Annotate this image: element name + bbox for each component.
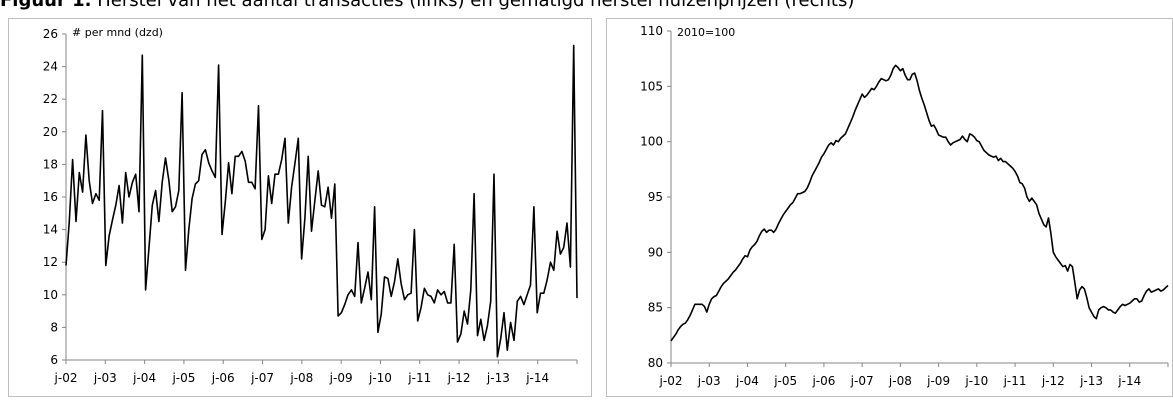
transactions-chart-panel: 6 8 10 12 14 16 18 20 22 24 26 j-02 j-03 j-04 j-05 j-0… xyxy=(8,18,592,397)
transactions-series-line xyxy=(65,44,578,358)
figure-caption: Figuur 1. Herstel van het aantal transac… xyxy=(0,0,1173,11)
x-tick-label: j-02 xyxy=(659,374,683,388)
x-tick-label: j-05 xyxy=(171,371,195,385)
x-tick-label: j-03 xyxy=(697,374,721,388)
y-tick-label: 26 xyxy=(43,27,58,41)
x-tick-label: j-02 xyxy=(54,371,78,385)
x-tick-label: j-12 xyxy=(1041,374,1065,388)
house-price-chart-panel: 80 85 90 95 100 105 110 j-02 j-03 j-04 j-05 j-06 j-… xyxy=(606,18,1173,397)
y-tick-label: 24 xyxy=(43,60,58,74)
x-tick-label: j-08 xyxy=(289,371,313,385)
x-tick-label: j-13 xyxy=(1079,374,1103,388)
y-tick-label: 8 xyxy=(50,320,58,334)
y-tick-label: 22 xyxy=(43,92,58,106)
y-tick-label: 18 xyxy=(43,157,58,171)
y-tick-label: 20 xyxy=(43,125,58,139)
x-tick-label: j-11 xyxy=(407,371,431,385)
x-tick-label: j-06 xyxy=(211,371,235,385)
x-tick-label: j-07 xyxy=(250,371,274,385)
y-tick-label: 16 xyxy=(43,190,58,204)
y-tick-label: 90 xyxy=(648,245,663,259)
x-tick-label: j-04 xyxy=(132,371,156,385)
x-tick-label: j-06 xyxy=(811,374,835,388)
x-tick-label: j-09 xyxy=(329,371,353,385)
transactions-unit-label: # per mnd (dzd) xyxy=(72,26,163,39)
y-tick-label: 85 xyxy=(648,301,663,315)
house-price-unit-label: 2010=100 xyxy=(677,26,735,39)
house-price-series-line xyxy=(670,64,1169,342)
x-tick-label: j-13 xyxy=(486,371,510,385)
x-tick-label: j-05 xyxy=(773,374,797,388)
x-tick-label: j-12 xyxy=(447,371,471,385)
y-tick-label: 100 xyxy=(640,135,663,149)
figure-caption-text: Herstel van het aantal transacties (link… xyxy=(97,0,855,11)
y-tick-label: 95 xyxy=(648,190,663,204)
x-tick-label: j-08 xyxy=(888,374,912,388)
y-tick-label: 10 xyxy=(43,288,58,302)
x-tick-label: j-14 xyxy=(1117,374,1141,388)
y-tick-label: 6 xyxy=(50,353,58,367)
x-tick-label: j-07 xyxy=(850,374,874,388)
x-tick-label: j-09 xyxy=(926,374,950,388)
y-tick-label: 80 xyxy=(648,356,663,370)
x-tick-label: j-04 xyxy=(735,374,759,388)
y-tick-label: 12 xyxy=(43,255,58,269)
y-tick-label: 110 xyxy=(640,24,663,38)
x-tick-label: j-03 xyxy=(93,371,117,385)
figure-number: Figuur 1. xyxy=(0,0,92,11)
y-tick-label: 14 xyxy=(43,223,58,237)
transactions-chart: 6 8 10 12 14 16 18 20 22 24 26 j-02 j-03 j-04 j-05 j-0… xyxy=(43,26,578,385)
house-price-chart: 80 85 90 95 100 105 110 j-02 j-03 j-04 j-05 j-06 j-… xyxy=(640,24,1169,388)
y-tick-label: 105 xyxy=(640,79,663,93)
x-tick-label: j-14 xyxy=(525,371,549,385)
x-tick-label: j-11 xyxy=(1003,374,1027,388)
x-tick-label: j-10 xyxy=(368,371,392,385)
x-tick-label: j-10 xyxy=(964,374,988,388)
